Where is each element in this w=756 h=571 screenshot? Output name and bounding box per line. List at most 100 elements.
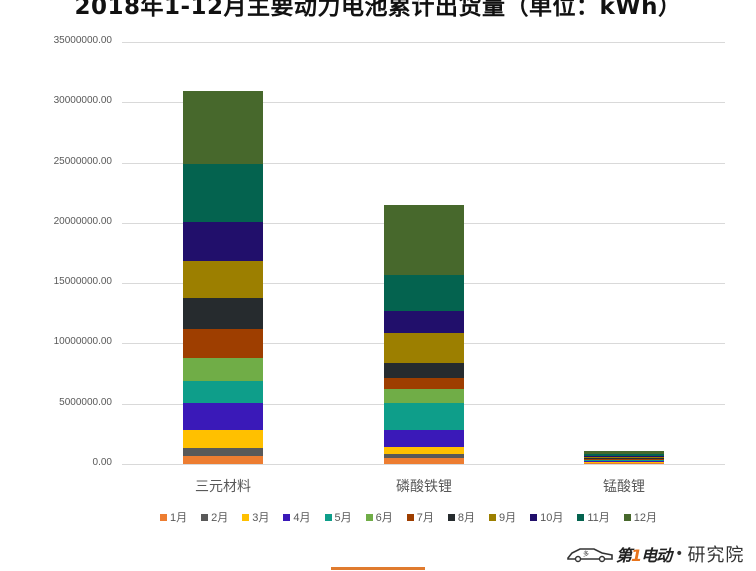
legend-swatch-icon <box>623 513 631 521</box>
legend-item[interactable]: 11月 <box>577 509 610 525</box>
legend-item[interactable]: 1月 <box>160 509 187 525</box>
legend-label: 9月 <box>499 512 517 524</box>
bar-segment <box>384 389 464 404</box>
bar-segment <box>584 458 664 460</box>
accent-underline <box>331 567 425 570</box>
bar-segment <box>183 91 263 165</box>
x-category-label: 三元材料 <box>195 479 251 495</box>
y-tick-label: 25000000.00 <box>53 156 112 167</box>
bar-segment <box>384 333 464 364</box>
bar-segment <box>584 461 664 462</box>
bar-segment <box>384 430 464 448</box>
legend-item[interactable]: 9月 <box>489 509 516 525</box>
legend-label: 2月 <box>211 512 229 524</box>
bar-segment <box>384 447 464 454</box>
legend-label: 1月 <box>170 512 188 524</box>
legend-swatch-icon <box>160 513 167 521</box>
gridline <box>122 42 725 43</box>
chart-title: 2018年1-12月主要动力电池累计出货量（单位：kWh） <box>74 0 682 20</box>
brand-dot: • <box>675 546 684 562</box>
legend-swatch-icon <box>324 513 332 521</box>
bar-segment <box>183 329 263 359</box>
legend: 1月 2月 3月 4月 5月 6月 7月 8月 9月 10月 11月 12月 <box>160 509 671 525</box>
brand-one: 1 <box>631 546 642 565</box>
bar-segment <box>384 205 464 276</box>
bar-segment <box>384 454 464 458</box>
bar-segment <box>584 457 664 458</box>
legend-item[interactable]: 7月 <box>406 509 434 525</box>
bar-segment <box>384 363 464 379</box>
stacked-bar <box>183 91 263 464</box>
legend-label: 4月 <box>293 512 311 524</box>
legend-label: 7月 <box>416 512 434 524</box>
brand-logo: 多 第1电动 • 研究院 <box>566 541 744 567</box>
stacked-bar <box>384 205 464 464</box>
y-tick-label: 20000000.00 <box>53 216 112 227</box>
bar-segment <box>183 430 263 449</box>
bar-segment <box>584 457 664 459</box>
legend-item[interactable]: 10月 <box>530 509 563 525</box>
legend-swatch-icon <box>489 513 496 521</box>
bar-segment <box>584 454 664 457</box>
x-category-label: 磷酸铁锂 <box>396 479 452 495</box>
stacked-bar <box>584 451 664 464</box>
legend-label: 3月 <box>252 512 270 524</box>
legend-swatch-icon <box>242 513 250 521</box>
bar-segment <box>584 463 664 464</box>
brand-suffix: 电动 <box>641 546 672 565</box>
legend-item[interactable]: 4月 <box>283 509 311 525</box>
bar-segment <box>183 403 263 431</box>
bar-segment <box>384 378 464 390</box>
legend-swatch-icon <box>283 513 291 521</box>
bar-segment <box>584 460 664 462</box>
legend-swatch-icon <box>201 513 209 521</box>
legend-label: 8月 <box>457 512 475 524</box>
bar-segment <box>384 403 464 431</box>
x-category-label: 锰酸锂 <box>603 479 645 495</box>
bar-segment <box>183 164 263 223</box>
y-tick-label: 15000000.00 <box>53 276 112 287</box>
brand-sub: 研究院 <box>687 545 745 566</box>
legend-item[interactable]: 2月 <box>201 509 228 525</box>
bar-segment <box>183 448 263 457</box>
brand-prefix: 第 <box>616 546 632 565</box>
y-tick-label: 30000000.00 <box>53 95 112 106</box>
bar-segment <box>584 451 664 455</box>
legend-swatch-icon <box>365 513 373 521</box>
bar-segment <box>384 457 464 464</box>
legend-swatch-icon <box>406 513 414 521</box>
bar-segment <box>584 456 664 458</box>
brand-name: 第1电动 <box>616 542 672 566</box>
legend-item[interactable]: 8月 <box>447 509 475 525</box>
legend-label: 10月 <box>540 512 564 524</box>
legend-item[interactable]: 5月 <box>324 509 352 525</box>
bar-segment <box>384 275 464 312</box>
y-tick-label: 5000000.00 <box>59 397 112 408</box>
legend-label: 11月 <box>587 512 610 524</box>
bar-segment <box>183 222 263 262</box>
bar-segment <box>584 459 664 461</box>
gridline <box>122 163 725 164</box>
y-tick-label: 10000000.00 <box>53 336 112 347</box>
car-logo-icon: 多 <box>567 548 613 563</box>
bar-segment <box>584 462 664 464</box>
bar-segment <box>183 261 263 299</box>
bar-segment <box>183 381 263 404</box>
bar-segment <box>183 298 263 330</box>
gridline <box>122 464 725 465</box>
legend-item[interactable]: 12月 <box>623 509 658 525</box>
legend-label: 5月 <box>334 512 352 524</box>
legend-item[interactable]: 3月 <box>242 509 269 525</box>
legend-label: 12月 <box>633 512 658 524</box>
bar-segment <box>384 311 464 334</box>
legend-swatch-icon <box>447 513 455 521</box>
plot-area: 0.00 5000000.00 10000000.00 15000000.00 2000… <box>53 35 725 495</box>
bar-segment <box>183 456 263 464</box>
legend-item[interactable]: 6月 <box>365 509 393 525</box>
legend-label: 6月 <box>375 512 393 524</box>
bar-segment <box>584 461 664 463</box>
bar-segment <box>183 358 263 382</box>
svg-text:多: 多 <box>583 550 589 558</box>
y-tick-label: 35000000.00 <box>53 35 112 46</box>
y-tick-label: 0.00 <box>92 457 112 468</box>
